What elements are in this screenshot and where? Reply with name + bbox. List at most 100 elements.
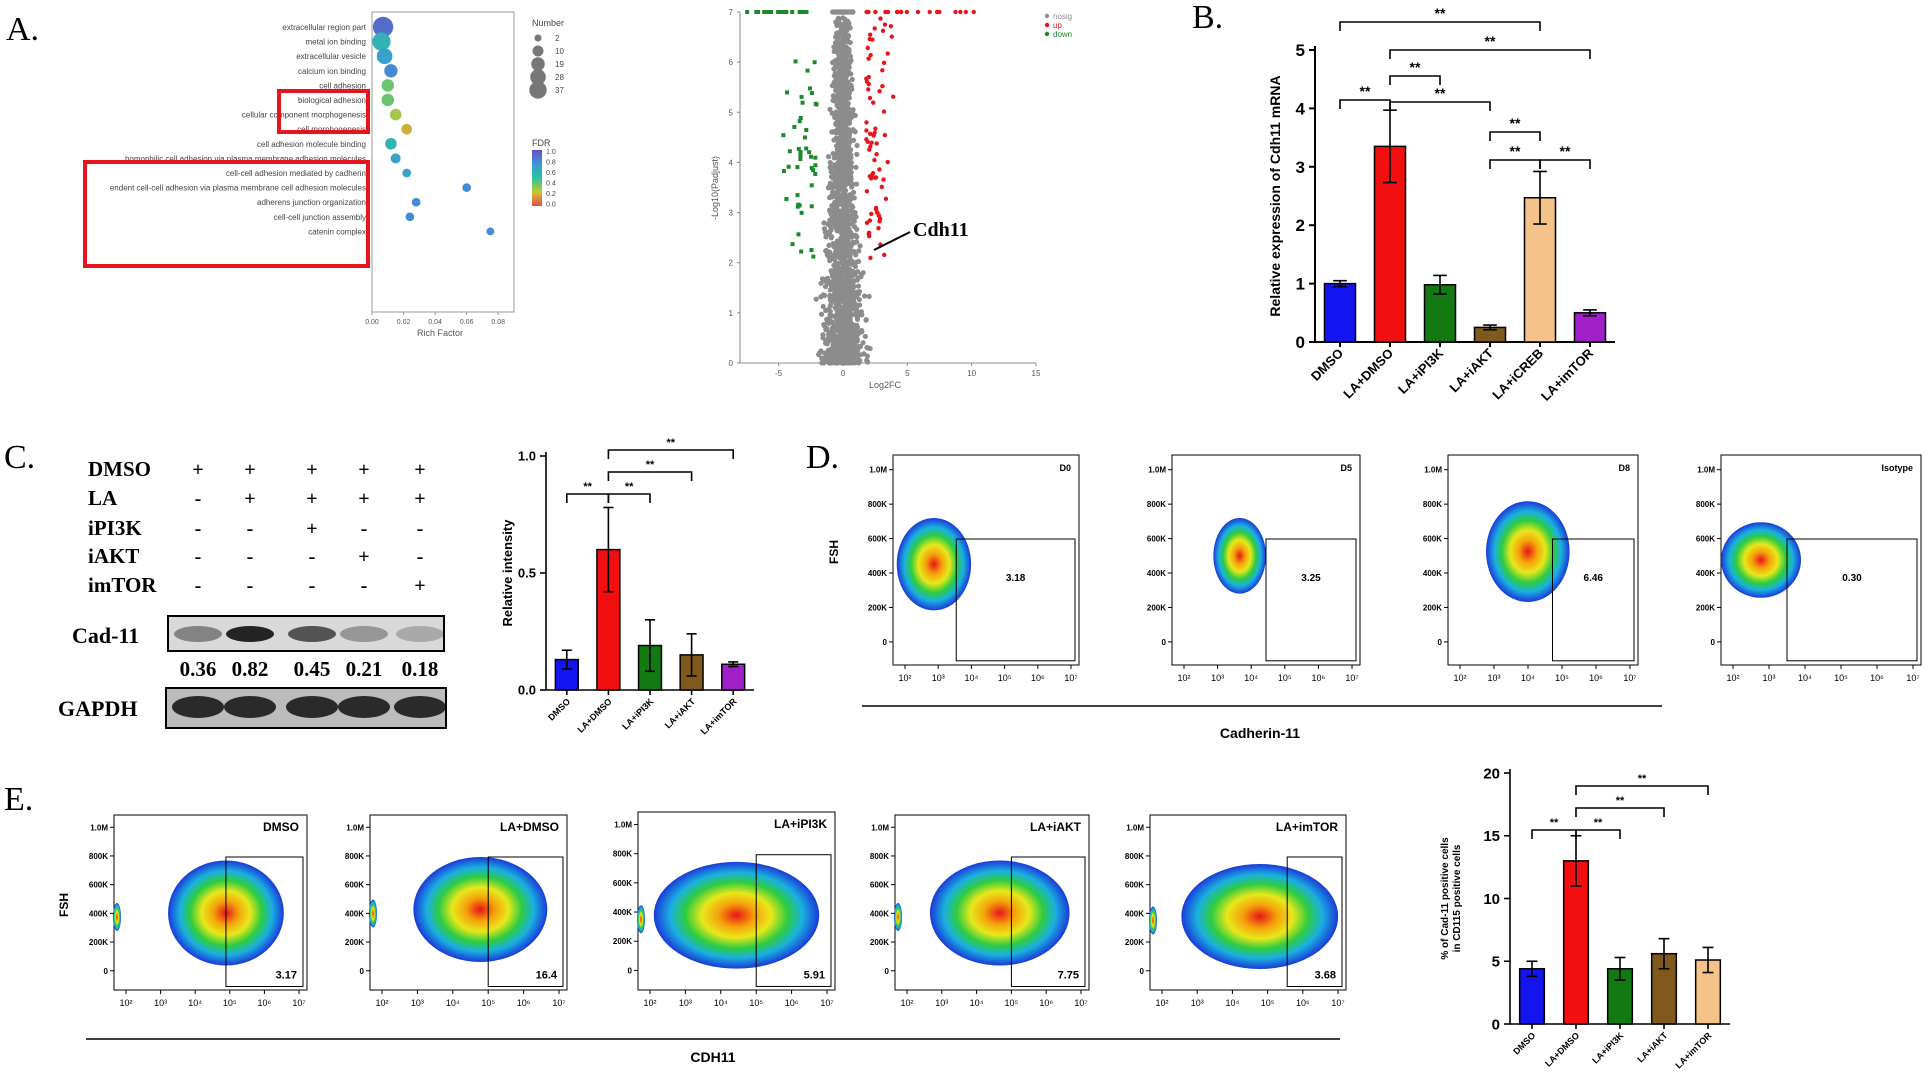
bar <box>1573 312 1607 343</box>
flow-gate-percent: 3.68 <box>1315 970 1336 982</box>
volcano-point-nosig <box>839 52 845 58</box>
volcano-point-down <box>755 10 760 14</box>
volcano-point-nosig <box>842 132 848 138</box>
volcano-point-up <box>880 83 885 89</box>
volcano-point-nosig <box>818 311 825 317</box>
flow-x-tick-label: 10⁷ <box>1906 673 1919 683</box>
volcano-point-up <box>880 28 886 33</box>
volcano-point-nosig <box>829 110 835 116</box>
volcano-point-down <box>790 242 795 247</box>
volcano-point-up <box>915 9 921 15</box>
flow-plot-title: D8 <box>1618 463 1630 473</box>
volcano-legend-label: nosig <box>1053 12 1072 21</box>
bar <box>1323 282 1357 343</box>
western-row-label: iPI3K <box>88 516 142 540</box>
volcano-point-nosig <box>835 219 841 225</box>
volcano-legend-label: up <box>1053 21 1062 30</box>
flow-plot-title: D5 <box>1340 463 1352 473</box>
flow-plot-title: LA+imTOR <box>1276 820 1338 834</box>
flow-x-tick-label: 10² <box>375 998 388 1008</box>
volcano-point-down <box>798 157 803 162</box>
flow-y-tick-label: 600K <box>613 879 632 888</box>
volcano-point-nosig <box>839 99 846 105</box>
volcano-point-up <box>866 9 871 15</box>
volcano-point-up <box>958 9 963 15</box>
western-treatment-mark: - <box>195 546 202 568</box>
bar-category-label: LA+DMSO <box>1340 346 1396 402</box>
volcano-x-tick-label: 15 <box>1032 369 1041 378</box>
flow-gate <box>755 854 832 987</box>
volcano-point-up <box>872 175 878 180</box>
flow-plot-title: Isotype <box>1881 463 1913 473</box>
volcano-point-nosig <box>827 313 833 319</box>
volcano-point-down <box>765 10 770 14</box>
volcano-point-nosig <box>847 256 853 262</box>
flow-x-tick-label: 10⁴ <box>446 998 460 1008</box>
go-size-legend-title: Number <box>532 18 564 28</box>
volcano-point-nosig <box>829 279 835 286</box>
volcano-point-nosig <box>843 333 849 340</box>
volcano-point-nosig <box>840 151 846 158</box>
gapdh-band <box>394 696 446 718</box>
volcano-point-nosig <box>855 291 862 297</box>
bar-y-tick-label: 2 <box>1296 216 1305 235</box>
flow-x-tick-label: 10³ <box>1191 998 1204 1008</box>
volcano-x-ticks: -5 0 5 10 15 <box>775 363 1041 378</box>
flow-x-tick-label: 10⁷ <box>820 998 833 1008</box>
volcano-point-up <box>869 140 874 145</box>
western-treatment-mark: + <box>192 459 203 481</box>
western-treatment-mark: - <box>195 518 202 540</box>
volcano-point-nosig <box>842 238 849 244</box>
flow-x-tick-label: 10⁷ <box>1331 998 1344 1008</box>
volcano-point-down <box>790 10 795 14</box>
volcano-point-down <box>802 135 807 140</box>
volcano-point-up <box>879 184 884 190</box>
flow-y-tick-label: 1.0M <box>1126 823 1144 832</box>
bar-category-label: DMSO <box>1511 1030 1537 1056</box>
flow-y-tick-label: 1.0M <box>1148 466 1166 475</box>
volcano-point-nosig <box>848 215 854 221</box>
bar-category-label: LA+iPI3K <box>620 696 656 732</box>
bar-y-tick-label: 5 <box>1296 41 1305 60</box>
flow-density <box>1181 864 1339 969</box>
go-dot <box>381 79 395 92</box>
flow-e-x-label: CDH11 <box>690 1049 735 1065</box>
go-dot <box>376 48 393 65</box>
significance-bracket <box>1539 159 1591 169</box>
volcano-point-nosig <box>826 329 832 335</box>
flow-gate-percent: 3.18 <box>1006 573 1026 584</box>
volcano-y-tick-label: 1 <box>729 309 734 318</box>
flow-y-tick-label: 800K <box>1423 500 1442 509</box>
go-size-legend-label: 2 <box>555 34 560 43</box>
volcano-point-nosig <box>818 294 824 300</box>
volcano-point-nosig <box>844 60 850 66</box>
volcano-point-nosig <box>857 243 863 249</box>
flow-y-tick-label: 1.0M <box>614 820 632 829</box>
volcano-point-nosig <box>838 327 844 333</box>
volcano-point-nosig <box>822 283 829 290</box>
go-x-tick-label: 0.08 <box>491 319 505 326</box>
volcano-point-nosig <box>852 336 858 342</box>
volcano-point-up <box>885 159 890 165</box>
volcano-point-nosig <box>850 137 857 143</box>
go-size-legend: 2 10 19 28 37 <box>529 34 564 99</box>
volcano-point-up <box>868 131 873 137</box>
western-treatment-mark: + <box>306 518 317 540</box>
volcano-point-nosig <box>826 207 833 213</box>
go-dot <box>401 123 413 135</box>
volcano-point-nosig <box>845 327 851 334</box>
volcano-point-up <box>872 157 877 163</box>
western-treatment-mark: - <box>247 546 254 568</box>
flow-gate-percent: 0.30 <box>1842 573 1862 584</box>
go-dot <box>384 64 398 78</box>
volcano-point-down <box>807 86 812 91</box>
western-treatment-mark: - <box>195 488 202 510</box>
flow-x-tick-label: 10⁶ <box>785 998 799 1008</box>
bar-category-label: LA+imTOR <box>1538 345 1597 404</box>
flow-y-tick-label: 0 <box>360 967 365 976</box>
volcano-point-nosig <box>844 260 851 266</box>
volcano-point-nosig <box>832 40 839 46</box>
significance-label: ** <box>1510 143 1521 159</box>
go-fdr-legend: 1.0 0.8 0.6 0.4 0.2 0.0 <box>546 149 556 209</box>
